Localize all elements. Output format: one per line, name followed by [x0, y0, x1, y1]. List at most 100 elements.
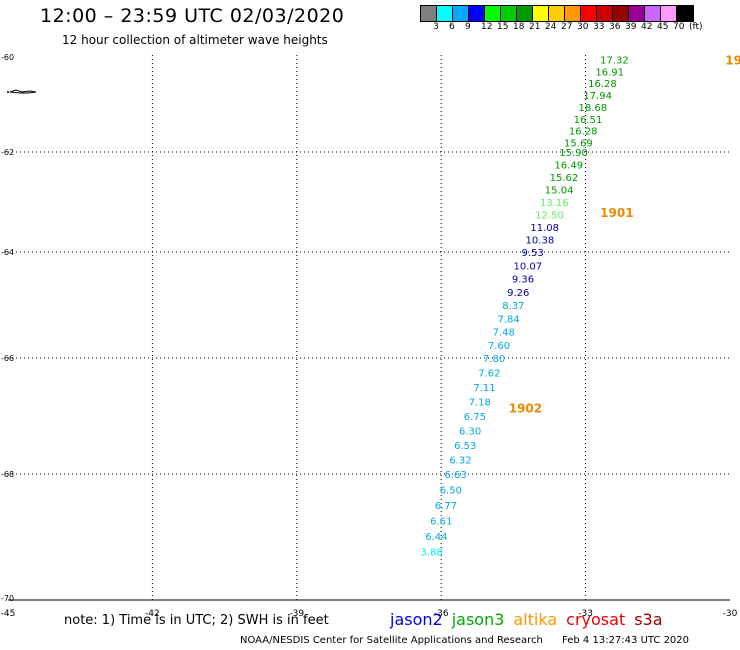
swh-value: 7.11 — [473, 383, 495, 394]
colorbar-swatch — [613, 6, 629, 21]
colorbar-label: 27 — [561, 22, 573, 32]
lat-tick-label: -64 — [1, 248, 14, 257]
colorbar-label: 30 — [577, 22, 589, 32]
colorbar-swatch — [549, 6, 565, 21]
lat-tick-label: -68 — [1, 470, 14, 479]
swh-value: 10.07 — [514, 261, 543, 272]
swh-value: 6.50 — [440, 486, 462, 497]
swh-value: 16.28 — [588, 79, 617, 90]
lon-tick-label: -30 — [723, 609, 738, 619]
swh-value: 15.62 — [550, 173, 579, 184]
lon-tick-label: -33 — [578, 609, 593, 619]
colorbar-label: 21 — [529, 22, 541, 32]
colorbar-label: (ft) — [689, 22, 703, 32]
time-labels: 1900 1901 1902 — [509, 53, 740, 415]
credit-timestamp: Feb 4 13:27:43 UTC 2020 — [562, 635, 690, 646]
lon-tick-label: -42 — [145, 609, 160, 619]
coastline-island — [7, 89, 37, 94]
colorbar-swatch — [581, 6, 597, 21]
swh-value: 13.16 — [540, 198, 569, 209]
swh-value: 10.38 — [526, 236, 555, 247]
swh-value: 6.63 — [445, 470, 467, 481]
colorbar-label: 36 — [609, 22, 621, 32]
lat-tick-label: -70 — [1, 594, 14, 603]
swh-value: 7.80 — [483, 354, 505, 365]
swh-value: 6.53 — [454, 441, 476, 452]
swh-value: 7.62 — [478, 369, 500, 380]
credit-line: NOAA/NESDIS Center for Satellite Applica… — [240, 635, 705, 646]
swh-value: 9.26 — [507, 288, 529, 299]
swh-value: 15.90 — [559, 148, 588, 159]
colorbar-swatch — [629, 6, 645, 21]
colorbar-label: 39 — [625, 22, 637, 32]
legend-satellite-s3a: s3a — [634, 610, 663, 629]
colorbar-swatch — [437, 6, 453, 21]
swh-value: 6.77 — [435, 501, 457, 512]
colorbar-label: 6 — [449, 22, 455, 32]
swh-value: 18.68 — [578, 103, 607, 114]
swh-value: 6.30 — [459, 427, 481, 438]
pass-time-label: 1902 — [509, 401, 542, 415]
legend-satellite-cryosat: cryosat — [566, 610, 626, 629]
swh-value: 9.36 — [512, 275, 534, 286]
legend-satellite-jason2: jason2 — [390, 610, 443, 629]
lon-tick-label: -45 — [1, 609, 16, 619]
colorbar-label: 18 — [513, 22, 525, 32]
colorbar-label: 15 — [497, 22, 509, 32]
colorbar-label: 70 — [673, 22, 685, 32]
lat-tick-label: -62 — [1, 148, 14, 157]
swh-value: 15.69 — [564, 139, 593, 150]
swh-value: 11.08 — [530, 223, 559, 234]
colorbar-label: 24 — [545, 22, 557, 32]
map-grid — [8, 55, 730, 601]
colorbar-swatch — [485, 6, 501, 21]
units-note: note: 1) Time is in UTC; 2) SWH is in fe… — [64, 613, 329, 628]
swh-value: 16.28 — [569, 127, 598, 138]
swh-value: 16.91 — [595, 67, 624, 78]
colorbar-label: 33 — [593, 22, 605, 32]
swh-value: 6.75 — [464, 412, 486, 423]
swh-value: 6.61 — [430, 517, 452, 528]
colorbar-label: 3 — [433, 22, 439, 32]
colorbar-swatch — [677, 6, 693, 21]
swh-value: 7.18 — [469, 398, 491, 409]
legend-satellite-jason3: jason3 — [451, 610, 505, 629]
swh-value: 3.88 — [420, 548, 442, 559]
colorbar-swatch — [421, 6, 437, 21]
swh-points: 17.3216.9116.2817.9418.6816.5116.2815.69… — [420, 55, 628, 558]
swh-value: 17.32 — [600, 55, 629, 66]
colorbar-swatch — [597, 6, 613, 21]
colorbar-swatch — [661, 6, 677, 21]
pass-time-label: 1901 — [600, 206, 633, 220]
colorbar-label: 12 — [481, 22, 493, 32]
swh-value: 6.44 — [425, 532, 447, 543]
map-subtitle: 12 hour collection of altimeter wave hei… — [62, 33, 328, 47]
swh-value: 8.37 — [502, 301, 524, 312]
credit-org: NOAA/NESDIS Center for Satellite Applica… — [240, 635, 543, 646]
colorbar-label: 42 — [641, 22, 653, 32]
colorbar-swatch — [517, 6, 533, 21]
colorbar-swatch — [645, 6, 661, 21]
colorbar-swatch — [565, 6, 581, 21]
colorbar-label: 45 — [657, 22, 669, 32]
swh-value: 17.94 — [583, 91, 612, 102]
lat-tick-label: -60 — [1, 53, 14, 62]
axis-ticks: -45 -42 -39 -36 -33 -30 -60 -62 -64 -66 -68 -70 — [1, 53, 738, 619]
satellite-legend: jason2 jason3 altika cryosat s3a — [390, 610, 672, 629]
lon-tick-label: -36 — [434, 609, 449, 619]
swh-value: 7.60 — [488, 341, 510, 352]
colorbar-swatch — [453, 6, 469, 21]
legend-satellite-altika: altika — [513, 610, 558, 629]
lon-tick-label: -39 — [289, 609, 304, 619]
colorbar-swatch — [501, 6, 517, 21]
lat-tick-label: -66 — [1, 354, 14, 363]
swh-value: 6.32 — [449, 456, 471, 467]
swh-value: 7.84 — [497, 314, 519, 325]
colorbar-swatch — [533, 6, 549, 21]
swh-value: 16.49 — [554, 161, 583, 172]
map-title: 12:00 – 23:59 UTC 02/03/2020 — [40, 5, 345, 27]
colorbar-label: 9 — [465, 22, 471, 32]
swh-value: 7.48 — [493, 328, 515, 339]
swh-value: 15.04 — [545, 186, 574, 197]
